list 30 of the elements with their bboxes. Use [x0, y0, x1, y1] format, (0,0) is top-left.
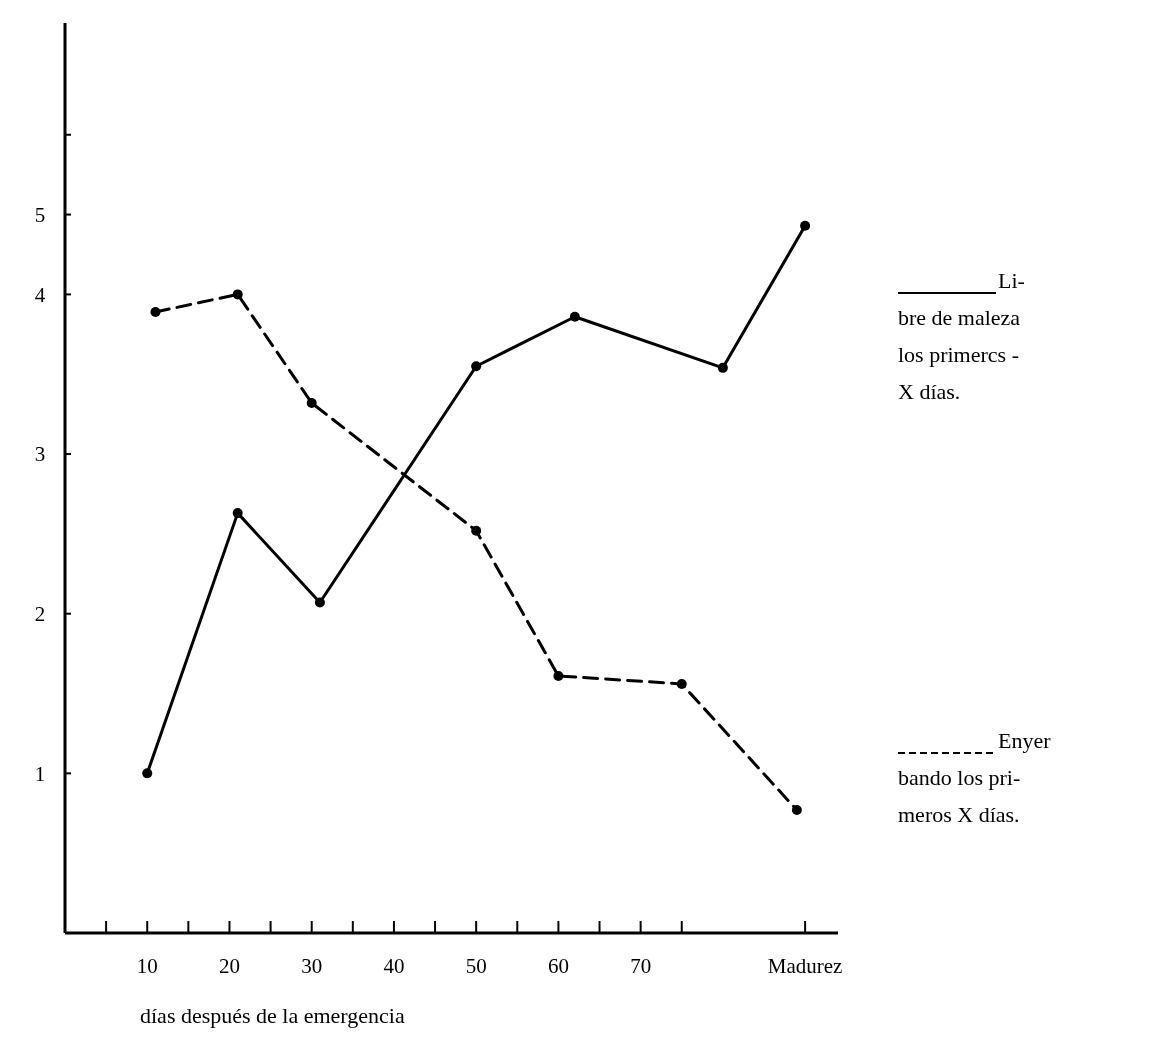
- point: [791, 805, 802, 816]
- point: [569, 311, 580, 322]
- y-tick-label: 5: [34, 202, 46, 227]
- y-tick-label: 4: [34, 282, 46, 307]
- x-tick-label: 30: [301, 954, 323, 978]
- point: [314, 597, 325, 608]
- point: [800, 220, 811, 231]
- x-tick-label: 10: [136, 954, 158, 978]
- x-tick-label: 70: [630, 954, 652, 978]
- point: [717, 362, 728, 373]
- point: [232, 289, 243, 300]
- x-tick-label: 60: [547, 954, 569, 978]
- point: [306, 397, 317, 408]
- legend-label: Enyer bando los pri- meros X días.: [898, 728, 1052, 827]
- x-axis-title: días después de la emergencia: [140, 1003, 405, 1028]
- y-tick-label: 2: [34, 602, 46, 627]
- point: [471, 361, 482, 372]
- x-tick-label: 50: [465, 954, 487, 978]
- point: [471, 525, 482, 536]
- y-tick-label: 3: [34, 442, 46, 467]
- x-tick-label: 40: [383, 954, 405, 978]
- y-tick-label: 1: [34, 761, 46, 786]
- x-tick-label: 20: [218, 954, 240, 978]
- point: [232, 508, 243, 519]
- point: [676, 678, 687, 689]
- point: [142, 768, 153, 779]
- legend-label: Li- bre de maleza los primercs - X días.: [898, 268, 1025, 404]
- x-tick-label: Madurez: [767, 954, 843, 978]
- point: [553, 670, 564, 681]
- point: [150, 306, 161, 317]
